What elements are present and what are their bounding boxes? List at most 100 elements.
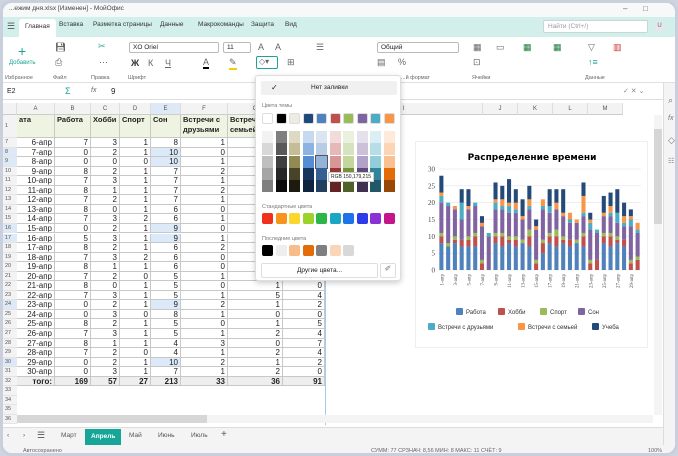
cell[interactable]: 7	[151, 195, 181, 205]
row-header[interactable]: 25	[3, 309, 17, 320]
align-icon[interactable]: ☰	[316, 42, 325, 52]
add-icon[interactable]: +	[18, 43, 27, 59]
shade-color-swatch[interactable]	[302, 143, 314, 156]
row-header[interactable]: 7	[3, 138, 17, 148]
cell[interactable]: 7	[151, 367, 181, 377]
cell[interactable]: 17-апр	[17, 243, 55, 253]
row-header[interactable]: 17	[3, 233, 17, 244]
cell[interactable]: 7	[151, 166, 181, 177]
cell[interactable]: 7	[151, 176, 181, 186]
standard-color-swatch[interactable]	[343, 213, 354, 224]
function-icon[interactable]: fx	[91, 87, 97, 94]
shade-color-swatch[interactable]	[262, 131, 273, 143]
shade-color-swatch[interactable]	[356, 155, 368, 168]
cell[interactable]: 4	[283, 348, 325, 358]
cell[interactable]: 0	[283, 281, 325, 291]
cell[interactable]: 0	[120, 271, 151, 282]
column-header[interactable]: K	[518, 103, 553, 115]
standard-color-swatch[interactable]	[370, 213, 381, 224]
cell[interactable]: 8	[55, 166, 91, 177]
theme-color-swatch[interactable]	[343, 113, 354, 124]
cell[interactable]: 11-апр	[17, 185, 55, 196]
cell[interactable]: 6	[151, 252, 181, 263]
column-header[interactable]: C	[91, 103, 120, 115]
cell[interactable]: 213	[151, 376, 181, 387]
row-header[interactable]: 32	[3, 376, 17, 387]
column-header[interactable]: M	[588, 103, 623, 115]
cell[interactable]: 1	[120, 223, 151, 234]
cell[interactable]: 5	[151, 271, 181, 282]
cell[interactable]: 7	[55, 195, 91, 205]
cell[interactable]: 2	[91, 195, 120, 205]
shade-color-swatch[interactable]	[302, 155, 314, 168]
row-header[interactable]: 14	[3, 204, 17, 215]
cell[interactable]: 9-апр	[17, 166, 55, 177]
cell[interactable]: 0	[55, 223, 91, 234]
list-icon[interactable]: ☷	[668, 158, 675, 165]
shade-color-swatch[interactable]	[329, 143, 341, 156]
row-header[interactable]: 11	[3, 176, 17, 186]
shade-color-swatch[interactable]	[383, 131, 395, 143]
cell[interactable]: Сон	[151, 115, 181, 138]
cell[interactable]: 4	[151, 348, 181, 358]
cell[interactable]: 1	[181, 367, 228, 377]
shade-color-swatch[interactable]	[316, 180, 327, 193]
cell[interactable]: 22-апр	[17, 290, 55, 301]
cell[interactable]: 2	[181, 357, 228, 368]
currency-icon[interactable]: ▤	[377, 57, 386, 67]
cell[interactable]: 8	[151, 309, 181, 320]
cell[interactable]: 3	[91, 290, 120, 301]
cell[interactable]: 2	[181, 166, 228, 177]
cell[interactable]: 1	[181, 329, 228, 339]
shade-color-swatch[interactable]	[275, 180, 287, 193]
row-header[interactable]: 12	[3, 185, 17, 196]
cell[interactable]: 27	[120, 376, 151, 387]
tab-3[interactable]: Данные	[160, 21, 184, 28]
cell[interactable]: 4	[283, 290, 325, 301]
row-header[interactable]: 16	[3, 223, 17, 234]
cell[interactable]: Работа	[55, 115, 91, 138]
vertical-scrollbar[interactable]	[654, 115, 662, 415]
spreadsheet-grid[interactable]: ABCDEFGHIJKLM1атаРаботаХоббиСпортСонВстр…	[3, 103, 653, 425]
cell[interactable]: 1	[181, 309, 228, 320]
standard-color-swatch[interactable]	[383, 213, 395, 224]
recent-color-swatch[interactable]	[343, 245, 354, 256]
sum-icon[interactable]: Σ	[65, 86, 71, 96]
shade-color-swatch[interactable]	[343, 143, 354, 156]
shade-color-swatch[interactable]	[289, 180, 300, 193]
theme-color-swatch[interactable]	[316, 113, 327, 124]
cell[interactable]: 2	[91, 147, 120, 158]
cell[interactable]: 2	[181, 300, 228, 310]
font-family-select[interactable]: XO Oriel	[129, 42, 219, 53]
cell[interactable]: 29-апр	[17, 357, 55, 368]
search-input[interactable]: Найти (Ctrl+/)	[543, 20, 648, 33]
shade-color-swatch[interactable]	[343, 180, 354, 193]
standard-color-swatch[interactable]	[302, 213, 314, 224]
tab-4[interactable]: Макрокоманды	[198, 21, 244, 28]
cell[interactable]: 0	[55, 147, 91, 158]
cell[interactable]: 1	[91, 185, 120, 196]
minimize-button[interactable]: –	[623, 4, 628, 13]
prev-sheet-icon[interactable]: ‹	[7, 432, 10, 439]
standard-color-swatch[interactable]	[262, 213, 273, 224]
cell[interactable]: 2	[91, 348, 120, 358]
filter-icon[interactable]: ▽	[588, 42, 595, 52]
cell[interactable]: 169	[55, 376, 91, 387]
cell[interactable]: 0	[55, 357, 91, 368]
cell[interactable]: 5	[55, 233, 91, 244]
cell[interactable]: 5	[151, 329, 181, 339]
row-header[interactable]: 18	[3, 243, 17, 253]
shade-color-swatch[interactable]	[275, 155, 287, 168]
cell[interactable]: 8	[55, 319, 91, 329]
cell[interactable]: 1	[120, 176, 151, 186]
cell[interactable]: 0	[120, 157, 151, 167]
select-all-corner[interactable]	[3, 103, 17, 115]
cell[interactable]: 0	[181, 281, 228, 291]
shade-color-swatch[interactable]	[383, 143, 395, 156]
row-header[interactable]: 8	[3, 147, 17, 158]
cell[interactable]: 0	[91, 204, 120, 215]
cell[interactable]: 91	[283, 376, 325, 387]
cell[interactable]: 2	[91, 357, 120, 368]
cell[interactable]: 7	[55, 138, 91, 148]
no-fill-button[interactable]: ✓ Нет заливки	[261, 81, 397, 95]
